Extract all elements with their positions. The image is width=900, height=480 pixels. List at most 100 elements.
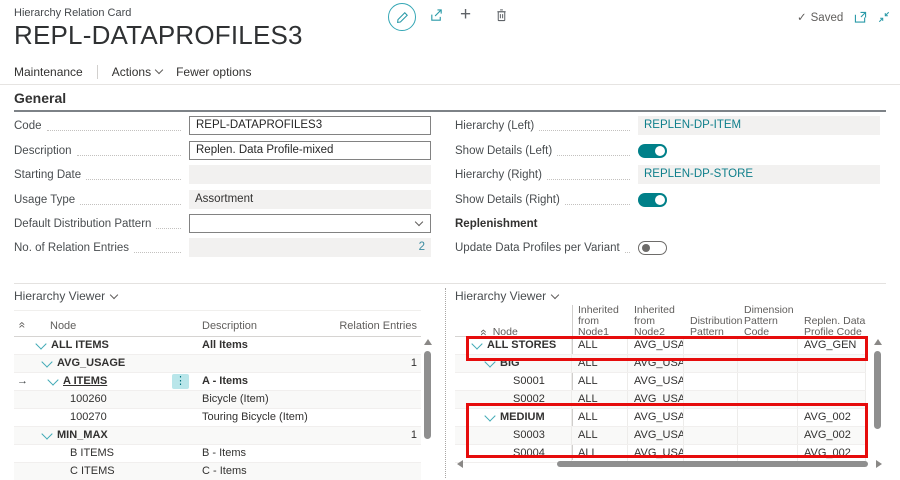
field-hierarchy-left: Hierarchy (Left) REPLEN-DP-ITEM: [455, 116, 880, 135]
menu-actions[interactable]: Actions: [112, 65, 164, 79]
code-input[interactable]: REPL-DATAPROFILES3: [189, 116, 431, 135]
left-viewer-caption[interactable]: Hierarchy Viewer: [14, 288, 434, 304]
chevron-down-icon[interactable]: [471, 338, 483, 350]
open-in-window-button[interactable]: [854, 11, 867, 23]
table-row[interactable]: → A ITEMS A - Items ⋮: [14, 373, 421, 391]
delete-button[interactable]: [495, 8, 508, 22]
field-hierarchy-right: Hierarchy (Right) REPLEN-DP-STORE: [455, 165, 880, 184]
collapse-window-button[interactable]: [878, 11, 890, 23]
frozen-column-divider: [572, 305, 573, 460]
chevron-down-icon[interactable]: [47, 374, 59, 386]
inh1-cell: ALL: [572, 409, 628, 426]
section-title-general[interactable]: General: [14, 90, 67, 106]
share-button[interactable]: [429, 8, 444, 23]
scrollbar-thumb[interactable]: [874, 351, 881, 429]
table-row[interactable]: 100260 Bicycle (Item): [14, 391, 421, 409]
breadcrumb[interactable]: Hierarchy Relation Card: [14, 7, 132, 19]
description-cell: Touring Bicycle (Item): [202, 411, 308, 423]
menu-fewer-options[interactable]: Fewer options: [176, 64, 252, 79]
action-bar: Maintenance Actions Fewer options: [0, 59, 900, 85]
column-header-distribution-pattern[interactable]: Distribution Pattern: [690, 315, 743, 338]
row-gutter: [455, 427, 470, 444]
right-viewer-horizontal-scrollbar[interactable]: [455, 460, 886, 469]
table-row[interactable]: ALL ITEMS All Items: [14, 337, 421, 355]
chevron-down-icon[interactable]: [35, 338, 47, 350]
table-row[interactable]: AVG_USAGE 1: [14, 355, 421, 373]
right-viewer-caption[interactable]: Hierarchy Viewer: [455, 288, 886, 304]
new-button[interactable]: +: [460, 4, 471, 26]
scroll-up-icon[interactable]: [424, 339, 432, 345]
column-header-inherited-from-node2[interactable]: Inherited from Node2: [634, 304, 675, 338]
scroll-left-icon[interactable]: [457, 460, 463, 468]
scrollbar-thumb[interactable]: [557, 461, 868, 467]
hierarchy-left-link[interactable]: REPLEN-DP-ITEM: [644, 119, 742, 131]
collapse-all-icon[interactable]: «: [476, 329, 491, 336]
update-data-profiles-toggle[interactable]: [638, 240, 667, 255]
row-gutter: [14, 337, 34, 354]
column-header-inherited-from-node1[interactable]: Inherited from Node1: [578, 304, 619, 338]
column-header-replen-data-profile-code[interactable]: Replen. Data Profile Code: [804, 315, 866, 338]
table-row[interactable]: B ITEMS B - Items: [14, 445, 421, 463]
chevron-down-icon[interactable]: [41, 356, 53, 368]
default-distribution-pattern-select[interactable]: [189, 214, 431, 233]
column-header-node[interactable]: «Node: [476, 326, 518, 338]
show-details-left-toggle[interactable]: [638, 143, 667, 158]
chevron-down-icon[interactable]: [484, 356, 496, 368]
dim-cell: [738, 445, 798, 462]
description-cell: [195, 427, 330, 444]
menu-maintenance[interactable]: Maintenance: [14, 64, 83, 79]
tree-node-cell: AVG_USAGE: [34, 355, 195, 372]
row-menu-icon[interactable]: ⋮: [172, 374, 189, 389]
pencil-icon: [396, 11, 409, 24]
left-viewer-body: ALL ITEMS All Items AVG_USAGE 1 → A ITEMS A - …: [14, 337, 421, 480]
relation-entries-cell: [330, 445, 421, 462]
panel-splitter[interactable]: [445, 288, 446, 478]
table-row[interactable]: 100270 Touring Bicycle (Item): [14, 409, 421, 427]
column-header-dimension-pattern-code[interactable]: Dimension Pattern Code: [744, 304, 794, 338]
node-label: MIN_MAX: [57, 429, 108, 441]
description-cell: Bicycle (Item): [202, 393, 269, 405]
collapse-all-icon[interactable]: «: [15, 321, 30, 329]
inh1-cell: ALL: [572, 355, 628, 372]
relation-entries-cell: [330, 373, 421, 390]
table-row[interactable]: C ITEMS C - Items: [14, 463, 421, 480]
repl-cell: [798, 391, 866, 408]
scroll-right-icon[interactable]: [876, 460, 882, 468]
inh2-cell: AVG_USAGE: [628, 355, 684, 372]
column-header-node[interactable]: Node: [50, 320, 77, 332]
relation-entries-cell: [330, 391, 421, 408]
edit-button[interactable]: [388, 3, 416, 31]
scroll-up-icon[interactable]: [874, 339, 882, 345]
hierarchy-right-link[interactable]: REPLEN-DP-STORE: [644, 168, 754, 180]
left-viewer-vertical-scrollbar[interactable]: [424, 339, 432, 477]
show-details-right-toggle[interactable]: [638, 192, 667, 207]
field-label: No. of Relation Entries: [14, 241, 130, 254]
inh2-cell: AVG_USAGE: [628, 391, 684, 408]
row-gutter: [14, 427, 34, 444]
right-hierarchy-viewer: Hierarchy Viewer «Node Inherited from No…: [455, 288, 886, 480]
node-label: BIG: [500, 357, 520, 369]
field-label: Show Details (Right): [455, 193, 560, 206]
relation-entries-drilldown[interactable]: 2: [418, 241, 425, 253]
scrollbar-thumb[interactable]: [424, 351, 431, 439]
column-header-description[interactable]: Description: [202, 320, 258, 332]
row-gutter: [14, 463, 34, 480]
node-label: S0001: [513, 375, 545, 387]
chevron-down-icon[interactable]: [484, 410, 496, 422]
field-label: Usage Type: [14, 193, 76, 206]
table-row[interactable]: MIN_MAX 1: [14, 427, 421, 445]
right-viewer-vertical-scrollbar[interactable]: [874, 339, 882, 457]
selected-row-arrow: →: [17, 375, 28, 387]
column-header-relation-entries[interactable]: Relation Entries: [339, 320, 417, 332]
relation-entries-cell: [330, 463, 421, 480]
description-input[interactable]: Replen. Data Profile-mixed: [189, 141, 431, 160]
dim-cell: [738, 409, 798, 426]
chevron-down-icon[interactable]: [41, 428, 53, 440]
